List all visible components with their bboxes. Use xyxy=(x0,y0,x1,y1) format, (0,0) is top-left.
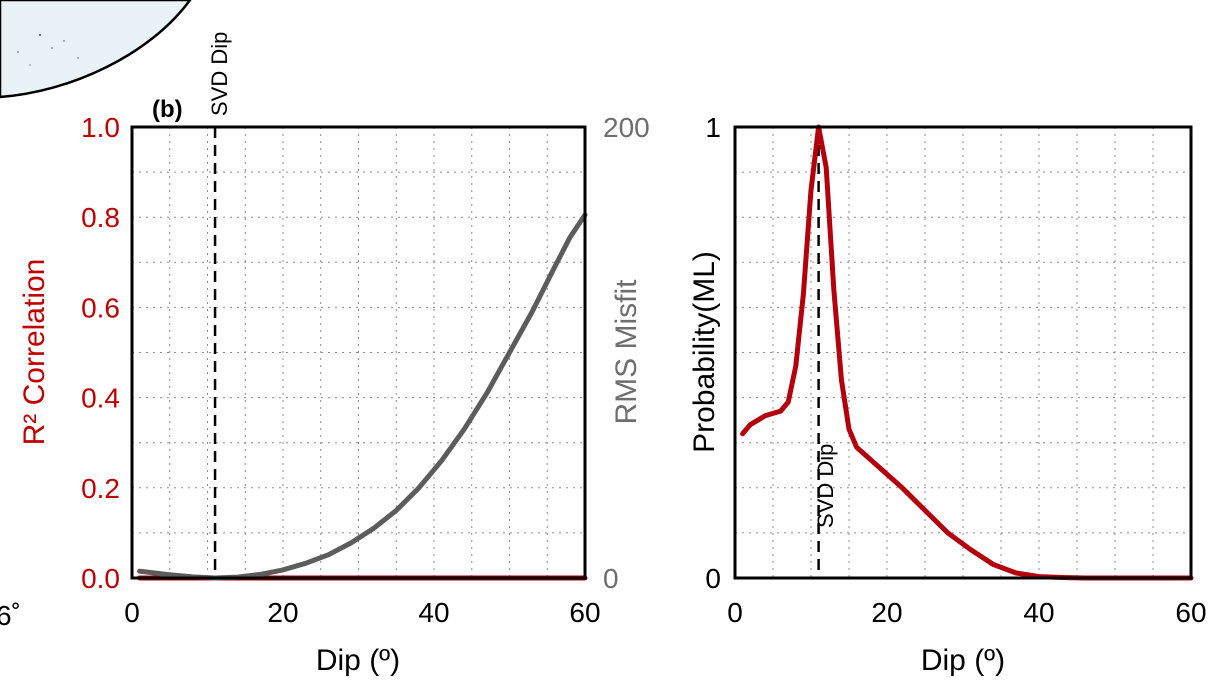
panel-b-grid xyxy=(132,127,585,578)
y-left-tick-label: 0.4 xyxy=(81,383,120,414)
x-tick-label: 40 xyxy=(1023,597,1054,628)
x-tick-label: 20 xyxy=(267,597,298,628)
x-tick-label: 60 xyxy=(1175,597,1206,628)
y-right-tick-label: 0 xyxy=(603,563,619,594)
x-tick-label: 0 xyxy=(727,597,743,628)
x-tick-label: 20 xyxy=(871,597,902,628)
y-right-tick-label: 200 xyxy=(603,112,650,143)
inset-edge-text: 6˚ xyxy=(0,600,21,631)
x-tick-label: 60 xyxy=(569,597,600,628)
y-left-tick-label: 0.2 xyxy=(81,473,120,504)
panel-b-svd-label: SVD Dip xyxy=(207,32,232,116)
inset-globe-fragment xyxy=(0,0,192,99)
inset-globe-edge xyxy=(0,0,192,99)
x-tick-label: 40 xyxy=(418,597,449,628)
y-tick-label: 1 xyxy=(705,112,721,143)
panel-c-svd-label: SVD Dip xyxy=(813,444,838,528)
panel-b-label: (b) xyxy=(152,96,183,123)
panel-c-grid xyxy=(735,127,1191,578)
panel-b-xlabel: Dip (º) xyxy=(316,644,400,677)
panel-b-ylabel-left: R² Correlation xyxy=(18,259,51,446)
x-tick-label: 0 xyxy=(124,597,140,628)
rms-misfit-line xyxy=(137,212,588,581)
panel-b-series xyxy=(137,212,588,581)
panel-c-ylabel: Probability(ML) xyxy=(688,251,721,453)
panel-b-frame xyxy=(130,125,587,580)
panel-c: 0 20 40 60 0 1 SVD Dip Dip (º) Probability(ML… xyxy=(688,112,1207,677)
y-left-tick-label: 1.0 xyxy=(81,112,120,143)
y-left-tick-label: 0.8 xyxy=(81,202,120,233)
y-tick-label: 0 xyxy=(705,563,721,594)
panel-c-xlabel: Dip (º) xyxy=(921,644,1005,677)
y-left-tick-label: 0.6 xyxy=(81,292,120,323)
panel-b: 0 20 40 60 0.0 0.2 0.4 0.6 0.8 1.0 0 200 (b) SVD Di… xyxy=(18,32,650,677)
y-left-tick-label: 0.0 xyxy=(81,563,120,594)
panel-c-frame xyxy=(733,125,1193,580)
panel-b-ticks: 0 20 40 60 0.0 0.2 0.4 0.6 0.8 1.0 0 200 xyxy=(81,112,650,628)
panel-b-ylabel-right: RMS Misfit xyxy=(610,279,643,425)
panel-c-ticks: 0 20 40 60 0 1 xyxy=(705,112,1206,628)
